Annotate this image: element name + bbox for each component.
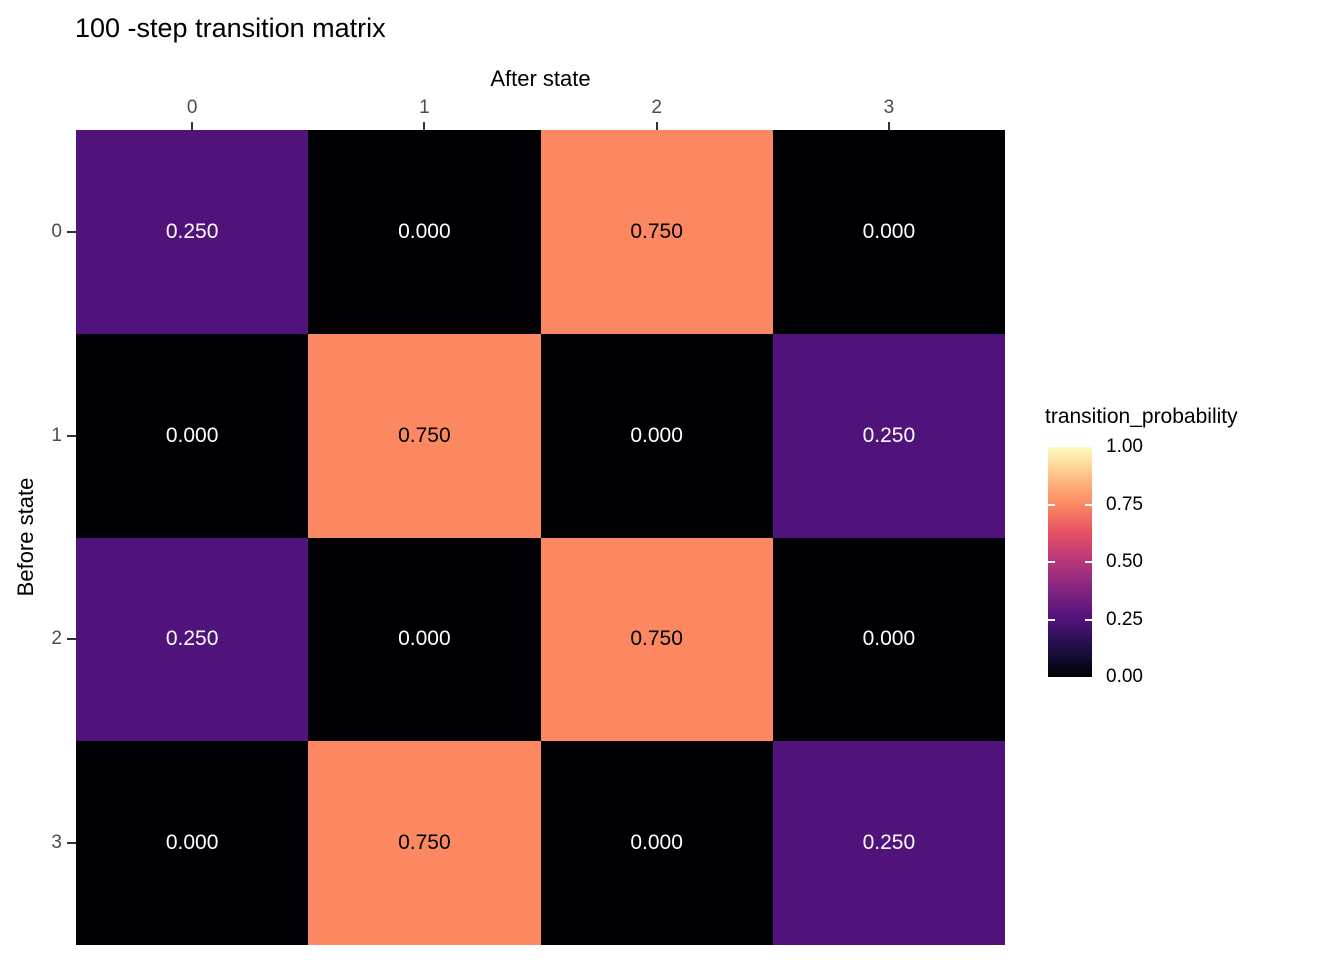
heatmap-grid: 0.250 0.000 0.750 0.000 0.000 0.750 0.000 0.250… (76, 130, 1005, 945)
heatmap-cell: 0.750 (540, 130, 773, 334)
x-tick-mark (191, 122, 194, 130)
heatmap-cell: 0.000 (772, 130, 1005, 334)
legend-bar-tick (1048, 618, 1055, 621)
heatmap-cell: 0.000 (308, 537, 541, 742)
heatmap-cell: 0.250 (772, 741, 1005, 945)
heatmap-cell: 0.750 (540, 537, 773, 742)
y-tick-label: 3 (51, 832, 62, 854)
legend-bar-tick (1085, 503, 1092, 506)
heatmap-cell: 0.000 (76, 333, 309, 538)
legend-tick-label: 1.00 (1106, 436, 1143, 457)
heatmap-cell: 0.000 (540, 333, 773, 538)
y-tick-mark (67, 842, 76, 845)
y-tick-mark (67, 230, 76, 233)
legend-tick-label: 0.50 (1106, 551, 1143, 572)
heatmap-cell: 0.250 (76, 537, 309, 742)
legend-title: transition_probability (1045, 405, 1238, 428)
x-tick-label: 2 (651, 97, 662, 118)
x-axis-title: After state (490, 66, 591, 91)
legend-bar-tick (1048, 503, 1055, 506)
heatmap-cell: 0.000 (76, 741, 309, 945)
y-axis: 0 1 2 3 (0, 130, 76, 945)
legend-colorbar (1048, 447, 1092, 677)
heatmap-cell: 0.250 (772, 333, 1005, 538)
legend-bar-tick (1085, 618, 1092, 621)
legend-bar-tick (1048, 561, 1055, 563)
x-tick-label: 3 (883, 97, 895, 118)
x-tick-label: 0 (186, 97, 198, 118)
y-tick-label: 2 (51, 628, 62, 650)
heatmap-cell: 0.750 (308, 333, 541, 538)
x-axis: 0 1 2 3 (76, 97, 1005, 121)
legend-tick-label: 0.00 (1106, 666, 1143, 687)
heatmap-cell: 0.000 (772, 537, 1005, 742)
y-tick-mark (67, 434, 76, 437)
legend: transition_probability 1.00 0.75 0.50 0.25 0… (1045, 405, 1335, 705)
y-tick-label: 1 (51, 424, 62, 446)
heatmap-cell: 0.750 (308, 741, 541, 945)
heatmap-cell: 0.000 (540, 741, 773, 945)
y-tick-label: 0 (51, 220, 62, 242)
x-tick-label: 1 (419, 97, 430, 118)
legend-bar-tick (1085, 561, 1092, 563)
legend-tick-label: 0.25 (1106, 608, 1143, 630)
heatmap-cell: 0.000 (308, 130, 541, 334)
heatmap-cell: 0.250 (76, 130, 309, 334)
y-tick-mark (67, 638, 76, 641)
x-tick-mark (423, 122, 426, 130)
x-tick-mark (887, 122, 890, 130)
chart-title: 100 -step transition matrix (75, 13, 386, 43)
legend-tick-label: 0.75 (1106, 493, 1143, 515)
x-tick-mark (655, 122, 658, 130)
